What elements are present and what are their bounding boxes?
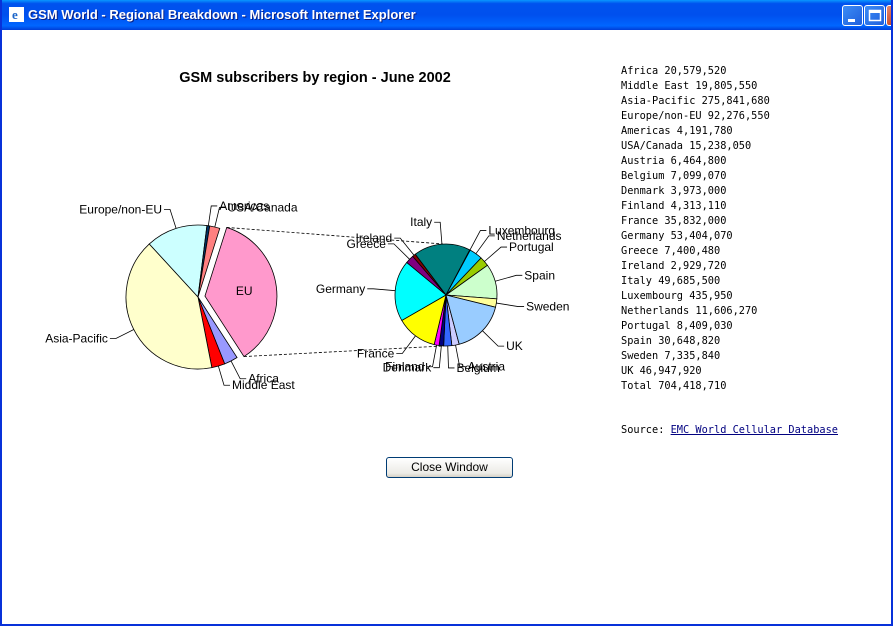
leader-line-greece bbox=[387, 243, 410, 260]
slice-label-africa: Africa bbox=[248, 372, 279, 386]
slice-label-ireland: Ireland bbox=[356, 231, 393, 245]
legend-row: Germany 53,404,070 bbox=[621, 230, 733, 242]
leader-line-france bbox=[396, 335, 416, 354]
connector-line-top bbox=[226, 227, 444, 245]
leader-line-middle-east bbox=[217, 365, 231, 386]
legend-row: Spain 30,648,820 bbox=[621, 335, 721, 347]
slice-label-belgium: Belgium bbox=[456, 361, 499, 375]
legend-row: USA/Canada 15,238,050 bbox=[621, 140, 752, 152]
source-link[interactable]: EMC World Cellular Database bbox=[670, 424, 838, 436]
slice-label-sweden: Sweden bbox=[526, 300, 569, 314]
legend-row: Europe/non-EU 92,276,550 bbox=[621, 110, 770, 122]
pie-slice-germany bbox=[394, 261, 447, 321]
leader-line-italy bbox=[434, 221, 443, 245]
slice-label-usa-canada: USA/Canada bbox=[227, 201, 297, 215]
leader-line-africa bbox=[230, 360, 247, 380]
connector-line-bottom bbox=[243, 345, 444, 357]
leader-line-denmark bbox=[433, 345, 442, 369]
leader-line-uk bbox=[482, 330, 505, 347]
slice-label-germany: Germany bbox=[316, 282, 365, 296]
slice-label-finland: Finland bbox=[385, 360, 424, 374]
legend-row: Americas 4,191,780 bbox=[621, 125, 733, 137]
legend-row: Africa 20,579,520 bbox=[621, 65, 727, 77]
eu-country-pie: AustriaBelgiumDenmarkFinlandFranceGerman… bbox=[316, 215, 570, 375]
slice-label-italy: Italy bbox=[410, 215, 432, 229]
source-label: Source: bbox=[621, 424, 665, 436]
source-note: Source: EMC World Cellular Database bbox=[621, 424, 838, 436]
close-window-button[interactable]: Close Window bbox=[386, 457, 513, 478]
close-window-button[interactable] bbox=[886, 5, 893, 27]
leader-line-sweden bbox=[496, 302, 525, 307]
maximize-button[interactable] bbox=[864, 5, 885, 26]
legend-row: Netherlands 11,606,270 bbox=[621, 305, 758, 317]
leader-line-usa-canada bbox=[214, 207, 226, 228]
leader-line-germany bbox=[367, 288, 396, 292]
slice-label-spain: Spain bbox=[524, 268, 555, 282]
ie-icon: e bbox=[9, 7, 24, 22]
pie-charts: GSM subscribers by region - June 2002 EU… bbox=[45, 70, 570, 392]
slice-label-asia-pacific: Asia-Pacific bbox=[45, 332, 108, 346]
leader-line-asia-pacific bbox=[109, 329, 134, 339]
legend-row: Finland 4,313,110 bbox=[621, 200, 727, 212]
slice-label-denmark: Denmark bbox=[383, 361, 433, 375]
explode-connector-lines bbox=[226, 227, 444, 357]
pie-slice-eu bbox=[204, 226, 278, 358]
slice-label-eu: EU bbox=[236, 284, 253, 298]
maximize-icon bbox=[868, 9, 882, 22]
legend-row: France 35,832,000 bbox=[621, 215, 727, 227]
slice-label-luxembourg: Luxembourg bbox=[488, 224, 555, 238]
leader-line-portugal bbox=[484, 246, 508, 262]
legend-row: Belgium 7,099,070 bbox=[621, 170, 727, 182]
minimize-button[interactable] bbox=[842, 5, 863, 26]
leader-line-europe-non-eu bbox=[164, 208, 177, 229]
pie-slice-asia-pacific bbox=[125, 243, 213, 370]
legend-row: Asia-Pacific 275,841,680 bbox=[621, 95, 770, 107]
leader-line-luxembourg bbox=[469, 230, 487, 251]
leader-line-belgium bbox=[447, 345, 455, 369]
legend-row: Luxembourg 435,950 bbox=[621, 290, 733, 302]
legend-row: Ireland 2,929,720 bbox=[621, 260, 727, 272]
leader-line-ireland bbox=[394, 237, 415, 256]
legend-row: Sweden 7,335,840 bbox=[621, 350, 721, 362]
slice-label-uk: UK bbox=[506, 339, 523, 353]
leader-line-finland bbox=[426, 345, 437, 368]
title-bar[interactable]: e GSM World - Regional Breakdown - Micro… bbox=[2, 0, 891, 30]
leader-line-austria bbox=[455, 345, 466, 368]
legend-row: UK 46,947,920 bbox=[621, 365, 702, 377]
slice-label-americas: Americas bbox=[219, 199, 269, 213]
legend-row: Italy 49,685,500 bbox=[621, 275, 721, 287]
slice-label-middle-east: Middle East bbox=[232, 378, 295, 392]
minimize-icon bbox=[848, 19, 855, 22]
svg-text:e: e bbox=[12, 7, 18, 22]
chart-title: GSM subscribers by region - June 2002 bbox=[179, 70, 451, 86]
legend-row: Portugal 8,409,030 bbox=[621, 320, 733, 332]
legend-row: Greece 7,400,480 bbox=[621, 245, 721, 257]
close-icon bbox=[887, 6, 893, 27]
slice-label-greece: Greece bbox=[347, 237, 387, 251]
leader-line-netherlands bbox=[475, 235, 495, 254]
leader-line-spain bbox=[495, 274, 523, 282]
pie-slice-usa-canada bbox=[197, 225, 221, 298]
legend-row: Denmark 3,973,000 bbox=[621, 185, 727, 197]
slice-label-europe-non-eu: Europe/non-EU bbox=[79, 202, 162, 216]
slice-label-austria: Austria bbox=[468, 360, 506, 374]
legend-row: Austria 6,464,800 bbox=[621, 155, 727, 167]
slice-label-netherlands: Netherlands bbox=[497, 229, 562, 243]
window-title: GSM World - Regional Breakdown - Microso… bbox=[28, 7, 416, 22]
legend-row: Middle East 19,805,550 bbox=[621, 80, 758, 92]
pie-slice-europe-non-eu bbox=[148, 224, 208, 298]
leader-line-americas bbox=[207, 205, 218, 226]
subscriber-totals-list: Africa 20,579,520 Middle East 19,805,550 A… bbox=[621, 64, 770, 394]
slice-label-portugal: Portugal bbox=[509, 240, 554, 254]
legend-row: Total 704,418,710 bbox=[621, 380, 727, 392]
